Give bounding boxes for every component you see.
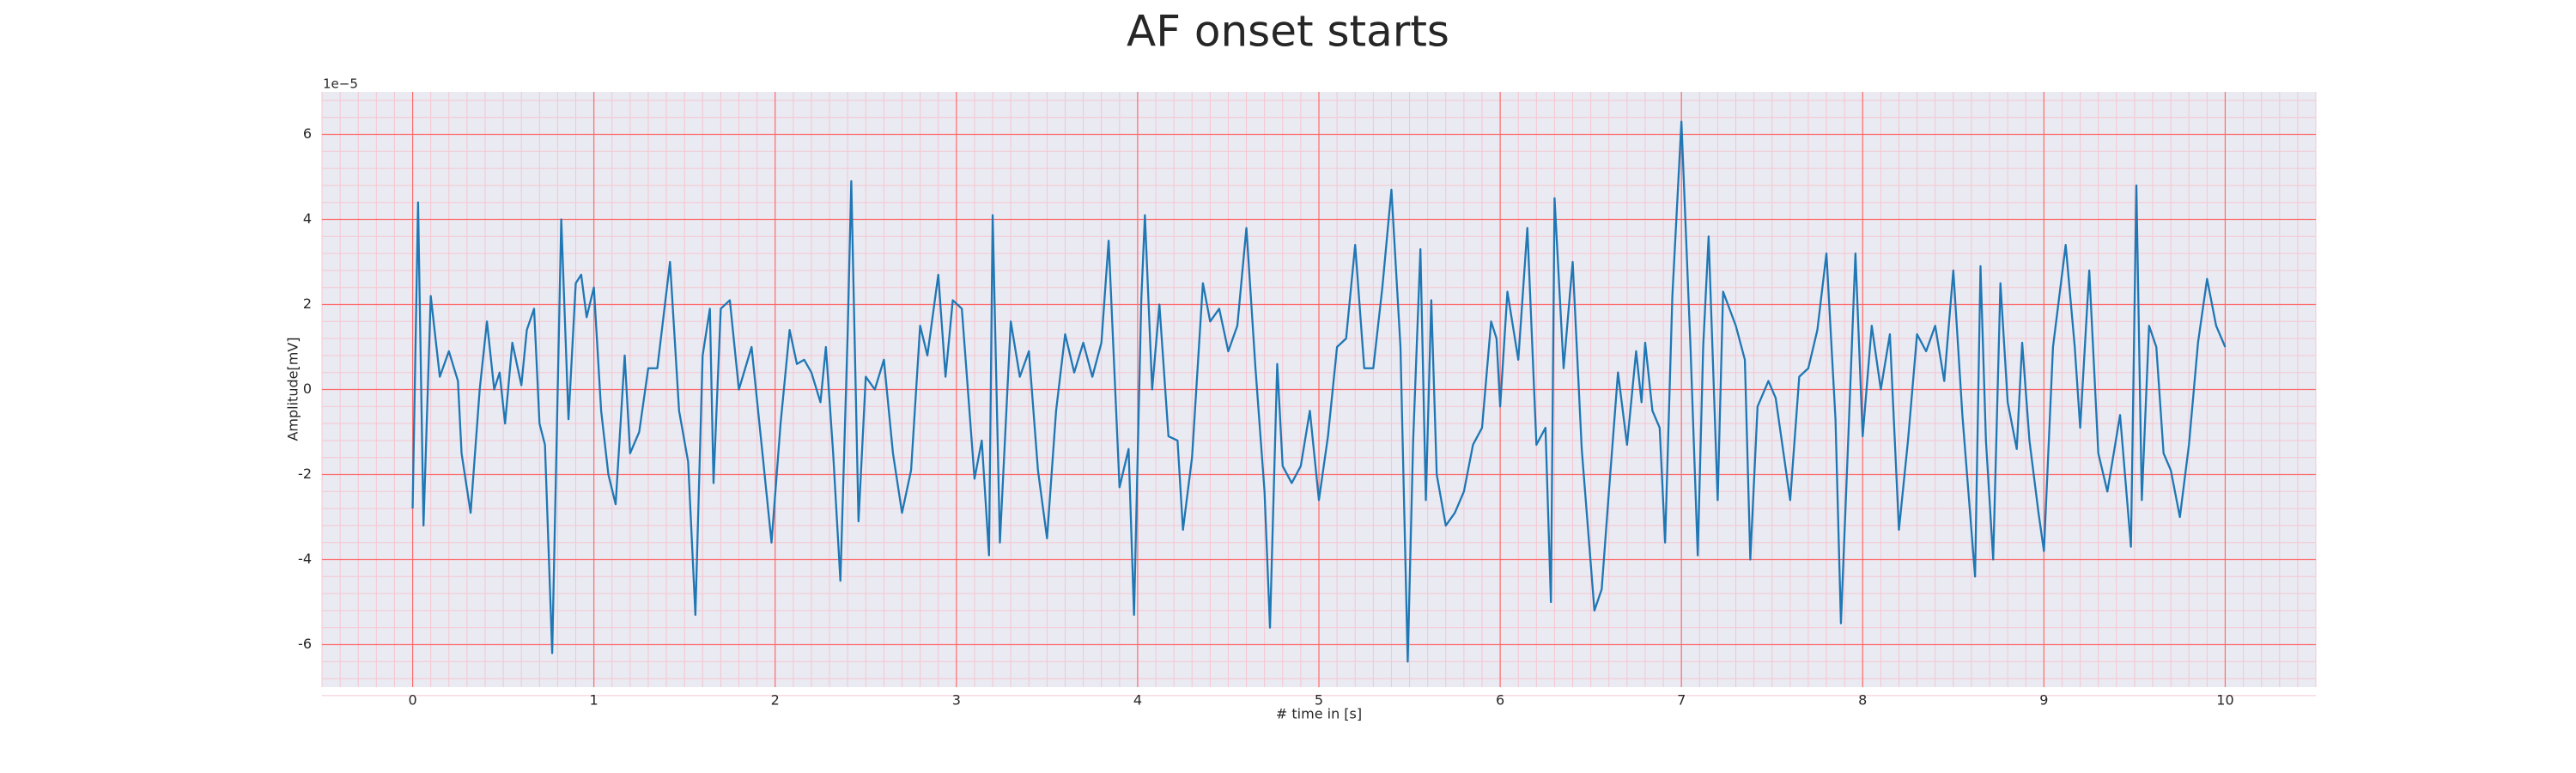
x-tick-label: 6	[1496, 692, 1504, 709]
y-tick-label: -6	[298, 636, 312, 652]
y-tick-label: 4	[303, 210, 312, 227]
x-tick-label: 3	[952, 692, 961, 709]
x-tick-label: 1	[590, 692, 598, 709]
y-tick-label: 6	[303, 125, 312, 142]
y-offset-label: 1e−5	[323, 76, 358, 92]
data-line	[411, 120, 2227, 663]
y-tick-label: -2	[298, 466, 312, 482]
x-tick-label: 7	[1677, 692, 1686, 709]
x-tick-label: 0	[408, 692, 416, 709]
x-tick-label: 9	[2039, 692, 2048, 709]
x-tick-label: 4	[1133, 692, 1142, 709]
y-tick-label: 2	[303, 295, 312, 312]
y-tick-label: 0	[303, 380, 312, 397]
y-axis-label: Amplitude[mV]	[285, 337, 301, 441]
chart-title: AF onset starts	[1127, 7, 1449, 57]
y-tick-label: -4	[298, 551, 312, 567]
x-tick-label: 5	[1315, 692, 1323, 709]
x-tick-label: 8	[1858, 692, 1867, 709]
x-axis-label: # time in [s]	[1276, 706, 1362, 722]
x-tick-label: 10	[2216, 692, 2233, 709]
x-tick-label: 2	[771, 692, 780, 709]
